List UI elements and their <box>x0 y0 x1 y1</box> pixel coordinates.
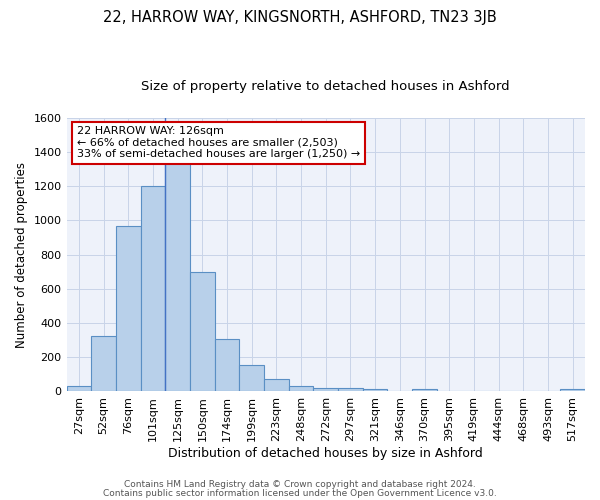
Bar <box>363 389 388 392</box>
Bar <box>289 386 313 392</box>
Text: Contains HM Land Registry data © Crown copyright and database right 2024.: Contains HM Land Registry data © Crown c… <box>124 480 476 489</box>
Bar <box>190 272 215 392</box>
Bar <box>560 389 585 392</box>
Bar <box>91 336 116 392</box>
Bar <box>215 340 239 392</box>
Text: 22 HARROW WAY: 126sqm
← 66% of detached houses are smaller (2,503)
33% of semi-d: 22 HARROW WAY: 126sqm ← 66% of detached … <box>77 126 360 159</box>
Bar <box>412 389 437 392</box>
Bar <box>67 386 91 392</box>
Text: Contains public sector information licensed under the Open Government Licence v3: Contains public sector information licen… <box>103 488 497 498</box>
Bar <box>165 160 190 392</box>
Bar <box>338 388 363 392</box>
Bar <box>140 186 165 392</box>
X-axis label: Distribution of detached houses by size in Ashford: Distribution of detached houses by size … <box>169 447 483 460</box>
Bar <box>264 380 289 392</box>
Text: 22, HARROW WAY, KINGSNORTH, ASHFORD, TN23 3JB: 22, HARROW WAY, KINGSNORTH, ASHFORD, TN2… <box>103 10 497 25</box>
Bar <box>116 226 140 392</box>
Bar <box>239 365 264 392</box>
Y-axis label: Number of detached properties: Number of detached properties <box>15 162 28 348</box>
Title: Size of property relative to detached houses in Ashford: Size of property relative to detached ho… <box>142 80 510 93</box>
Bar <box>313 388 338 392</box>
